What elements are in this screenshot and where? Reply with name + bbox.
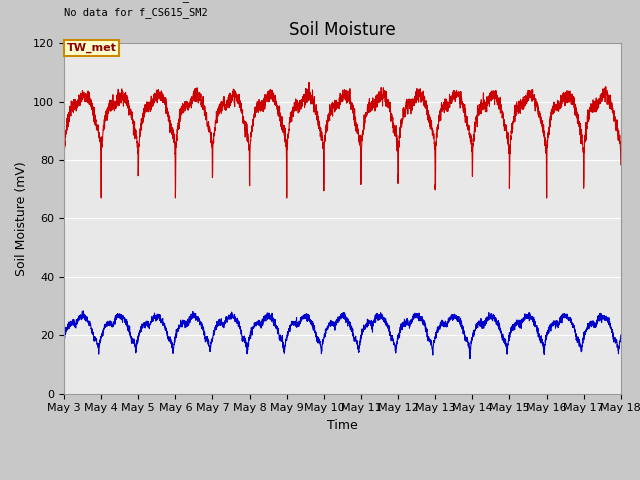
DltaT_SM1 bbox=[216, 101, 223, 107]
DltaT_SM1 bbox=[179, 106, 187, 111]
Y-axis label: Soil Moisture (mV): Soil Moisture (mV) bbox=[15, 161, 28, 276]
DltaT_SM2 bbox=[617, 332, 625, 338]
DltaT_SM1 bbox=[617, 146, 625, 152]
X-axis label: Time: Time bbox=[327, 419, 358, 432]
DltaT_SM2 bbox=[180, 320, 188, 326]
DltaT_SM1 bbox=[60, 195, 68, 201]
Line: DltaT_SM1: DltaT_SM1 bbox=[64, 82, 621, 198]
Text: TW_met: TW_met bbox=[67, 43, 116, 53]
DltaT_SM2 bbox=[79, 308, 87, 314]
Line: DltaT_SM2: DltaT_SM2 bbox=[64, 311, 621, 359]
DltaT_SM1 bbox=[406, 98, 414, 104]
DltaT_SM2 bbox=[617, 333, 625, 339]
DltaT_SM1 bbox=[617, 162, 625, 168]
Text: No data for f CS615_SM1: No data for f CS615_SM1 bbox=[64, 0, 208, 1]
DltaT_SM2 bbox=[60, 333, 68, 339]
DltaT_SM1 bbox=[397, 125, 404, 131]
Title: Soil Moisture: Soil Moisture bbox=[289, 21, 396, 39]
DltaT_SM1 bbox=[564, 88, 572, 94]
DltaT_SM2 bbox=[397, 326, 404, 332]
DltaT_SM2 bbox=[564, 316, 572, 322]
DltaT_SM2 bbox=[466, 356, 474, 361]
DltaT_SM1 bbox=[305, 79, 313, 85]
Text: No data for f̲CS615_SM2: No data for f̲CS615_SM2 bbox=[64, 7, 208, 18]
DltaT_SM2 bbox=[216, 319, 223, 325]
DltaT_SM2 bbox=[406, 321, 414, 327]
